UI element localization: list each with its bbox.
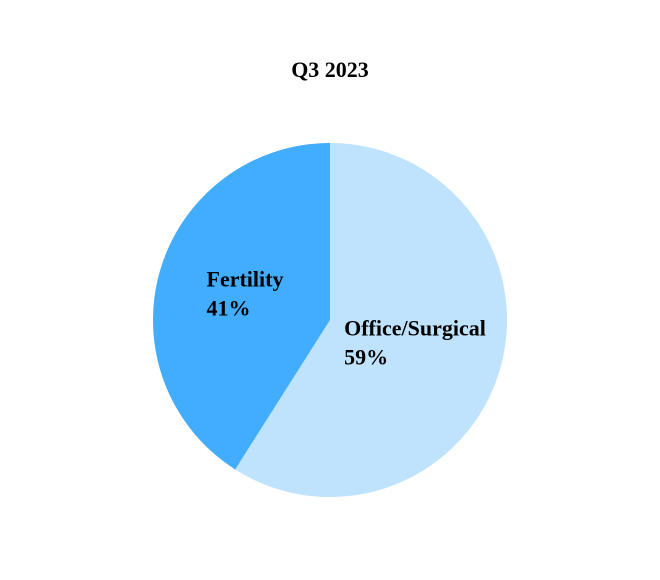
pie-slice bbox=[235, 143, 507, 497]
slice-value-label: 59% bbox=[344, 345, 388, 370]
slice-label: Office/Surgical bbox=[344, 316, 486, 341]
slice-label: Fertility bbox=[207, 266, 284, 291]
chart-title: Q3 2023 bbox=[291, 57, 369, 82]
slice-value-label: 41% bbox=[207, 295, 251, 320]
pie-slice bbox=[152, 143, 330, 470]
